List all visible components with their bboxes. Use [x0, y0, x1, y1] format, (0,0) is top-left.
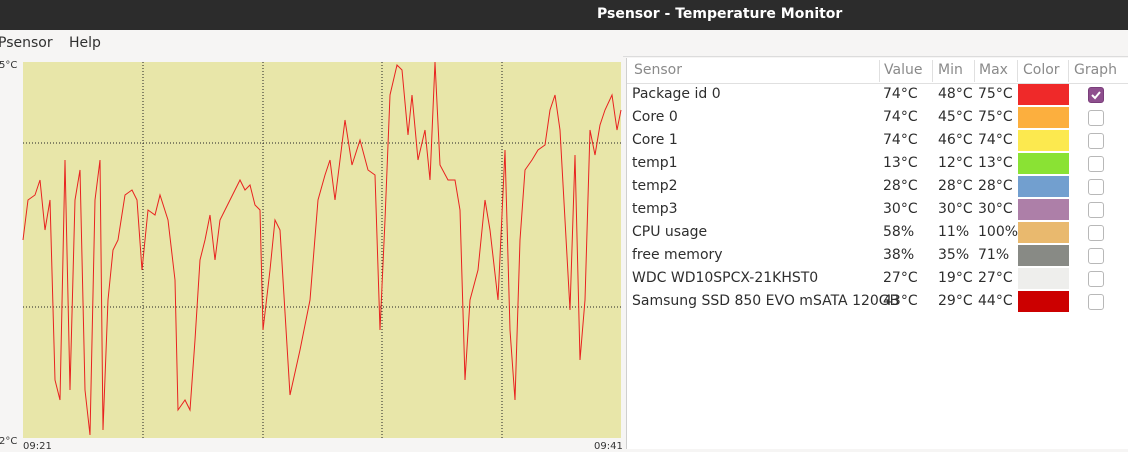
cell-sensor: Core 1	[632, 132, 678, 148]
graph-background	[23, 62, 621, 438]
color-swatch[interactable]	[1018, 84, 1069, 105]
graph-checkbox[interactable]	[1088, 156, 1104, 172]
graph-checkbox[interactable]	[1088, 248, 1104, 264]
title-bar: Psensor - Temperature Monitor	[0, 0, 1128, 30]
cell-value: 38%	[883, 247, 915, 263]
header-separator	[879, 60, 880, 82]
graph	[22, 61, 622, 438]
header-separator	[1068, 60, 1069, 82]
cell-max: 75°C	[978, 86, 1013, 102]
column-header[interactable]: Max	[979, 62, 1008, 78]
header-underline	[627, 83, 1128, 84]
cell-sensor: Package id 0	[632, 86, 721, 102]
color-swatch[interactable]	[1018, 222, 1069, 243]
color-swatch[interactable]	[1018, 176, 1069, 197]
cell-value: 58%	[883, 224, 915, 240]
cell-sensor: Core 0	[632, 109, 678, 125]
cell-value: 30°C	[883, 201, 918, 217]
cell-sensor: CPU usage	[632, 224, 708, 240]
menu-bar: Psensor Help	[0, 30, 1128, 57]
graph-checkbox[interactable]	[1088, 179, 1104, 195]
column-header[interactable]: Min	[938, 62, 963, 78]
cell-min: 28°C	[938, 178, 973, 194]
cell-min: 35%	[938, 247, 970, 263]
graph-checkbox[interactable]	[1088, 294, 1104, 310]
cell-max: 28°C	[978, 178, 1013, 194]
cell-sensor: WDC WD10SPCX-21KHST0	[632, 270, 819, 286]
color-swatch[interactable]	[1018, 199, 1069, 220]
x-start-label: 09:21	[23, 441, 52, 452]
cell-max: 75°C	[978, 109, 1013, 125]
cell-value: 43°C	[883, 293, 918, 309]
cell-min: 12°C	[938, 155, 973, 171]
cell-sensor: free memory	[632, 247, 723, 263]
color-swatch[interactable]	[1018, 291, 1069, 312]
header-separator	[1017, 60, 1018, 82]
menu-item[interactable]: Psensor	[0, 35, 53, 51]
column-header[interactable]: Value	[884, 62, 923, 78]
window-title: Psensor - Temperature Monitor	[597, 6, 843, 22]
cell-sensor: Samsung SSD 850 EVO mSATA 120GB	[632, 293, 900, 309]
cell-max: 74°C	[978, 132, 1013, 148]
menu-item[interactable]: Help	[69, 35, 101, 51]
graph-checkbox[interactable]	[1088, 225, 1104, 241]
cell-sensor: temp1	[632, 155, 678, 171]
cell-min: 46°C	[938, 132, 973, 148]
color-swatch[interactable]	[1018, 153, 1069, 174]
column-header[interactable]: Sensor	[634, 62, 682, 78]
graph-checkbox[interactable]	[1088, 271, 1104, 287]
cell-min: 48°C	[938, 86, 973, 102]
cell-min: 19°C	[938, 270, 973, 286]
cell-sensor: temp2	[632, 178, 678, 194]
graph-checkbox[interactable]	[1088, 110, 1104, 126]
cell-value: 74°C	[883, 86, 918, 102]
cell-min: 45°C	[938, 109, 973, 125]
column-header[interactable]: Color	[1023, 62, 1060, 78]
sensor-table: Sensor Value Min Max Color Graph Package id 0 7…	[626, 58, 1128, 449]
color-swatch[interactable]	[1018, 245, 1069, 266]
cell-max: 100%	[978, 224, 1019, 240]
graph-checkbox[interactable]	[1088, 133, 1104, 149]
y-max-label: 5°C	[0, 60, 18, 71]
color-swatch[interactable]	[1018, 130, 1069, 151]
cell-sensor: temp3	[632, 201, 678, 217]
cell-max: 13°C	[978, 155, 1013, 171]
cell-min: 11%	[938, 224, 970, 240]
column-header[interactable]: Graph	[1074, 62, 1117, 78]
cell-value: 28°C	[883, 178, 918, 194]
y-min-label: 2°C	[0, 436, 18, 447]
color-swatch[interactable]	[1018, 107, 1069, 128]
x-end-label: 09:41	[594, 441, 623, 452]
graph-checkbox[interactable]	[1088, 87, 1104, 103]
cell-min: 29°C	[938, 293, 973, 309]
cell-value: 74°C	[883, 109, 918, 125]
cell-value: 74°C	[883, 132, 918, 148]
cell-max: 44°C	[978, 293, 1013, 309]
cell-max: 27°C	[978, 270, 1013, 286]
cell-max: 30°C	[978, 201, 1013, 217]
cell-value: 27°C	[883, 270, 918, 286]
check-mark	[1091, 91, 1101, 100]
header-separator	[932, 60, 933, 82]
graph-panel: 5°C 2°C 09:21 09:41	[0, 56, 623, 452]
grid	[23, 62, 621, 438]
cell-max: 71%	[978, 247, 1010, 263]
cell-min: 30°C	[938, 201, 973, 217]
sensor-line	[22, 61, 622, 436]
cell-value: 13°C	[883, 155, 918, 171]
color-swatch[interactable]	[1018, 268, 1069, 289]
header-separator	[974, 60, 975, 82]
graph-checkbox[interactable]	[1088, 202, 1104, 218]
